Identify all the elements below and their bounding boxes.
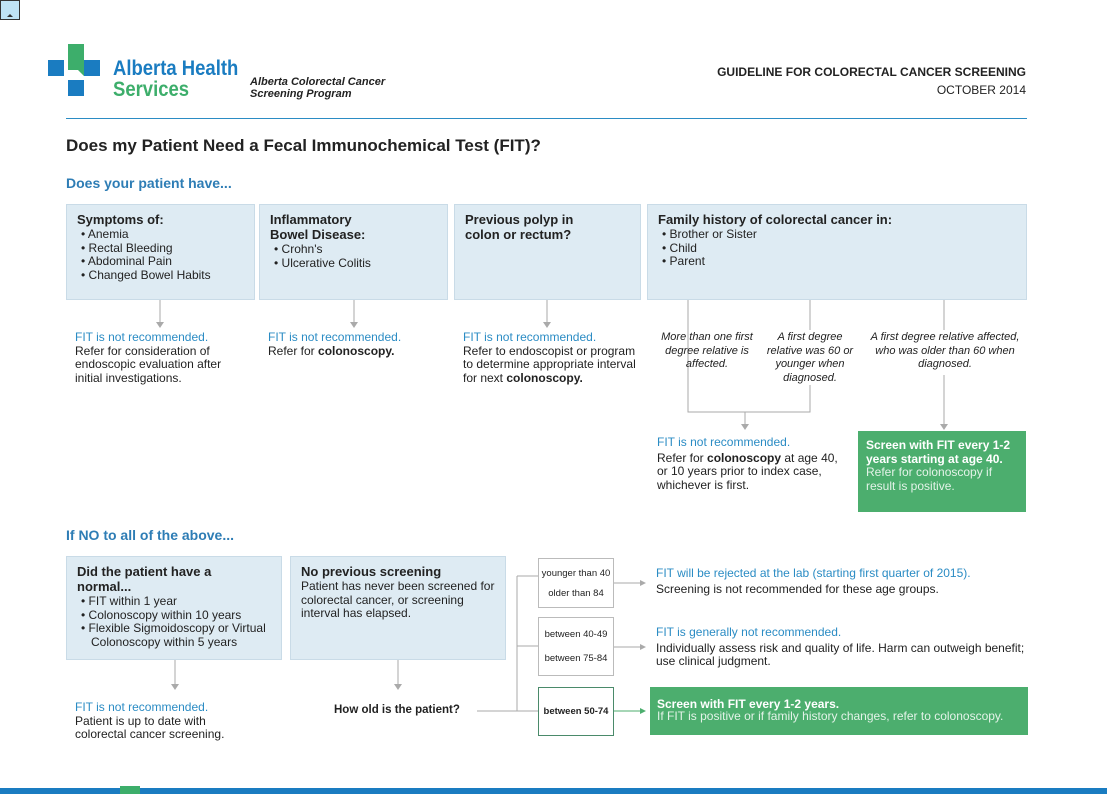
polyp-box: Previous polyp in colon or rectum? [454,204,641,300]
header-rule [66,118,1027,119]
scroll-widget[interactable] [0,0,20,20]
normal-result: FIT is not recommended. Patient is up to … [75,700,225,741]
org-name-2: Services [113,78,190,101]
doc-title: GUIDELINE FOR COLORECTAL CANCER SCREENIN… [717,65,1026,79]
section-heading-2: If NO to all of the above... [66,527,235,543]
branch-older-60: A first degree relative affected, who wa… [870,331,1020,370]
family-result: FIT is not recommended. Refer for colonos… [657,435,838,492]
org-name: Alberta Health [113,57,239,80]
normal-screening-box: Did the patient have a normal...FIT with… [66,556,282,660]
ibd-box: Inflammatory Bowel Disease:Crohn'sUlcera… [259,204,448,300]
program-name: Alberta Colorectal Cancer Screening Prog… [250,76,386,100]
age-result-borderline: FIT is generally not recommended. Individ… [656,625,1025,668]
polyp-result: FIT is not recommended. Refer to endoscop… [463,330,636,385]
footer-bar [0,788,1107,794]
logo-icon [48,44,100,96]
age-question: How old is the patient? [334,704,460,716]
symptoms-result: FIT is not recommended. Refer for conside… [75,330,222,385]
age-result-screen-box: Screen with FIT every 1-2 years. If FIT i… [650,687,1028,735]
family-screen-box: Screen with FIT every 1-2 years starting… [858,431,1026,512]
age-result-out-of-range: FIT will be rejected at the lab (startin… [656,566,971,596]
branch-multiple: More than one first degree relative is a… [661,331,753,370]
section-heading: Does your patient have... [66,175,232,191]
footer-accent [120,786,140,794]
age-box-borderline: between 40-49 between 75-84 [538,617,614,676]
family-history-box: Family history of colorectal cancer in:B… [647,204,1027,300]
doc-date: OCTOBER 2014 [936,83,1026,97]
page-title: Does my Patient Need a Fecal Immunochemi… [66,136,541,155]
ibd-result: FIT is not recommended. Refer for colonos… [268,330,402,358]
symptoms-box: Symptoms of:AnemiaRectal BleedingAbdomin… [66,204,255,300]
branch-60-or-younger: A first degree relative was 60 or younge… [766,331,854,384]
age-box-50-74: between 50-74 [538,687,614,736]
age-box-out-of-range: younger than 40 older than 84 [538,558,614,608]
no-screening-box: No previous screening Patient has never b… [290,556,506,660]
